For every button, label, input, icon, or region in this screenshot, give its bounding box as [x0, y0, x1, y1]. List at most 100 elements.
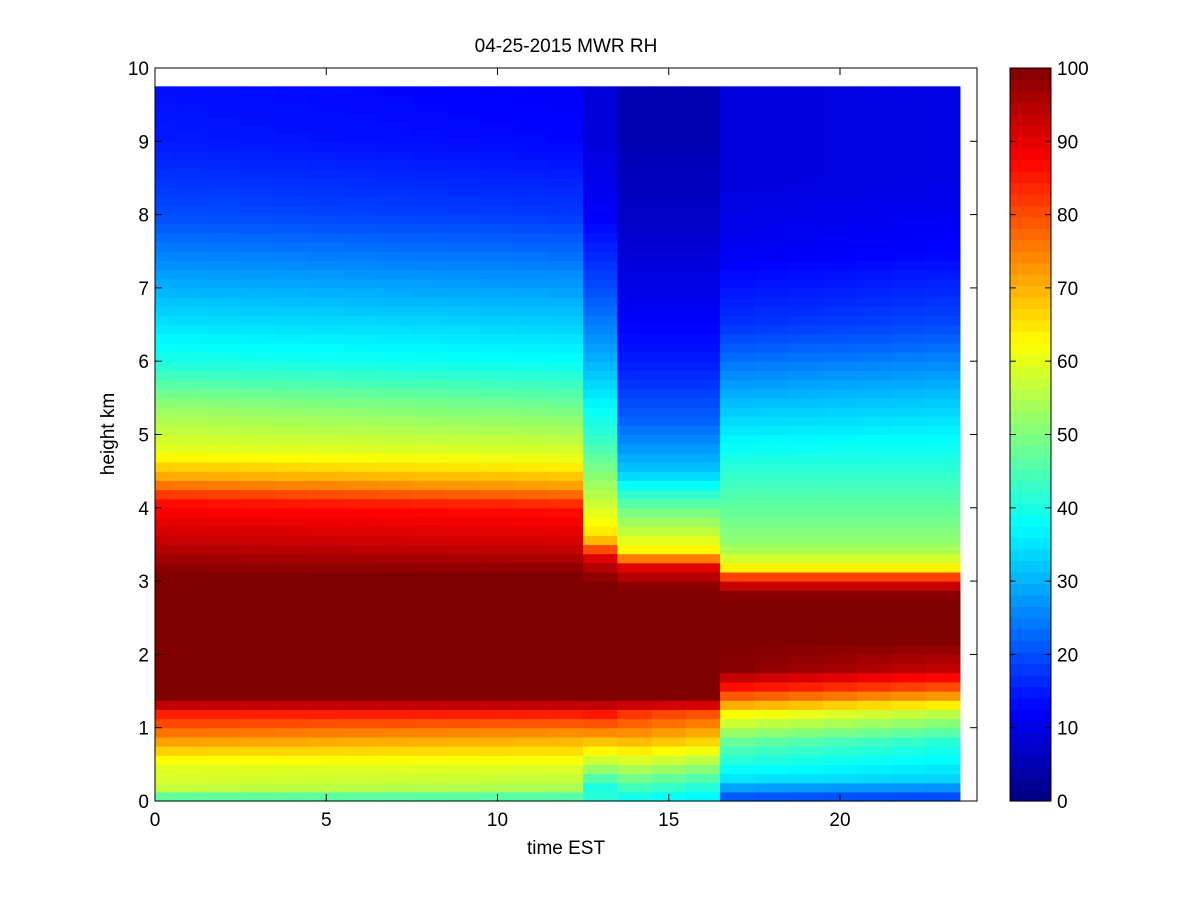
heatmap-cell: [206, 636, 242, 646]
heatmap-cell: [822, 498, 858, 509]
heatmap-cell: [155, 755, 173, 765]
heatmap-cell: [822, 471, 858, 481]
heatmap-cell: [411, 544, 447, 555]
heatmap-cell: [206, 242, 242, 252]
heatmap-cell: [617, 617, 653, 628]
heatmap-cell: [651, 498, 687, 509]
heatmap-cell: [685, 434, 721, 445]
heatmap-cell: [891, 113, 927, 124]
heatmap-cell: [377, 278, 413, 289]
heatmap-cell: [514, 544, 550, 555]
heatmap-cell: [822, 251, 858, 262]
heatmap-cell: [343, 590, 379, 601]
heatmap-cell: [411, 352, 447, 362]
heatmap-cell: [685, 516, 721, 527]
heatmap-cell: [377, 663, 413, 674]
heatmap-cell: [925, 626, 961, 637]
y-tick-label: 6: [138, 352, 149, 373]
heatmap-cell: [514, 352, 550, 362]
heatmap-cell: [617, 242, 653, 252]
heatmap-cell: [274, 526, 310, 536]
heatmap-cell: [446, 764, 481, 775]
heatmap-cell: [206, 645, 242, 655]
heatmap-cell: [548, 663, 584, 674]
heatmap-cell: [925, 95, 961, 106]
heatmap-cell: [685, 498, 721, 509]
heatmap-cell: [685, 324, 721, 335]
heatmap-cell: [377, 104, 413, 115]
heatmap-cell: [754, 196, 790, 207]
heatmap-cell: [685, 150, 721, 161]
heatmap-cell: [857, 242, 892, 252]
heatmap-cell: [343, 187, 379, 197]
heatmap-cell: [583, 352, 618, 362]
heatmap-cell: [651, 416, 687, 426]
heatmap-cell: [343, 397, 379, 408]
heatmap-cell: [925, 297, 961, 307]
heatmap-cell: [548, 122, 584, 133]
heatmap-cell: [754, 168, 790, 179]
heatmap-cell: [925, 571, 961, 582]
colorbar-tick-label: 40: [1057, 499, 1078, 520]
heatmap-cell: [343, 232, 379, 243]
heatmap-cell: [720, 590, 755, 601]
heatmap-cell: [720, 516, 755, 527]
heatmap-cell: [155, 461, 173, 472]
heatmap-cell: [685, 260, 721, 271]
heatmap-cell: [377, 608, 413, 619]
heatmap-cell: [754, 755, 790, 765]
heatmap-cell: [548, 223, 584, 234]
heatmap-cell: [651, 342, 687, 353]
heatmap-cell: [925, 177, 961, 188]
heatmap-cell: [891, 498, 927, 509]
heatmap-cell: [514, 168, 550, 179]
heatmap-cell: [274, 122, 310, 133]
heatmap-cell: [172, 507, 207, 518]
heatmap-cell: [822, 297, 858, 307]
heatmap-cell: [583, 141, 618, 152]
heatmap-cell: [480, 526, 516, 536]
heatmap-cell: [583, 746, 618, 756]
heatmap-cell: [617, 113, 653, 124]
heatmap-cell: [343, 553, 379, 564]
heatmap-cell: [155, 370, 173, 381]
heatmap-cell: [514, 388, 550, 399]
heatmap-cell: [754, 86, 790, 97]
heatmap-cell: [377, 590, 413, 601]
heatmap-cell: [343, 691, 379, 701]
heatmap-cell: [788, 232, 824, 243]
heatmap-cell: [343, 672, 379, 683]
heatmap-cell: [788, 571, 824, 582]
heatmap-cell: [617, 416, 653, 426]
heatmap-cell: [583, 700, 618, 710]
heatmap-cell: [411, 333, 447, 344]
heatmap-cell: [446, 113, 481, 124]
heatmap-cell: [155, 407, 173, 417]
heatmap-cell: [343, 489, 379, 500]
heatmap-cell: [685, 159, 721, 170]
heatmap-cell: [206, 168, 242, 179]
heatmap-cell: [343, 681, 379, 692]
colorbar-band: [1010, 629, 1051, 642]
heatmap-cell: [411, 654, 447, 665]
heatmap-cell: [377, 782, 413, 793]
heatmap-cell: [377, 168, 413, 179]
heatmap-cell: [343, 242, 379, 252]
heatmap-cell: [514, 681, 550, 692]
heatmap-cell: [583, 407, 618, 417]
heatmap-cell: [240, 471, 276, 481]
colorbar-band: [1010, 388, 1051, 401]
heatmap-cell: [617, 86, 653, 97]
heatmap-cell: [548, 260, 584, 271]
heatmap-cell: [446, 654, 481, 665]
heatmap-cell: [925, 223, 961, 234]
heatmap-cell: [514, 526, 550, 536]
heatmap-cell: [206, 232, 242, 243]
heatmap-cell: [411, 480, 447, 491]
heatmap-cell: [206, 269, 242, 280]
heatmap-cell: [240, 86, 276, 97]
heatmap-cell: [274, 397, 310, 408]
heatmap-cell: [240, 315, 276, 326]
heatmap-cell: [685, 196, 721, 207]
heatmap-cell: [514, 617, 550, 628]
